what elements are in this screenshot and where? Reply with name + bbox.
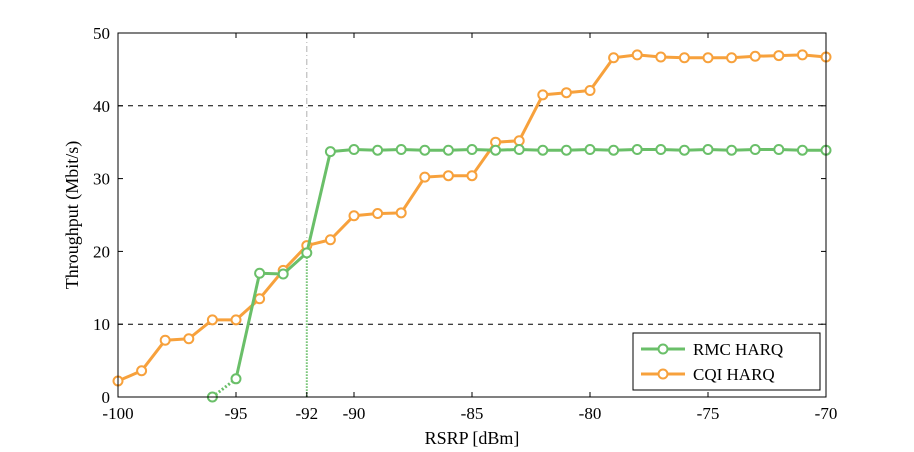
y-tick-label: 40 [93, 97, 110, 116]
data-point [537, 89, 549, 101]
data-point [395, 207, 407, 219]
data-point [136, 365, 148, 377]
data-point [796, 49, 808, 61]
data-point [702, 143, 714, 155]
data-point [348, 210, 360, 222]
data-point [773, 50, 785, 62]
y-tick-label: 50 [93, 24, 110, 43]
y-tick-label: 30 [93, 170, 110, 189]
data-point [655, 143, 667, 155]
legend-box [632, 332, 821, 391]
data-point [749, 50, 761, 62]
data-point [230, 314, 242, 326]
data-point [678, 144, 690, 156]
data-point [442, 170, 454, 182]
data-point [513, 135, 525, 147]
x-tick-label: -100 [102, 404, 133, 423]
data-point [584, 143, 596, 155]
data-point [183, 333, 195, 345]
legend-label: CQI HARQ [693, 365, 775, 384]
y-axis-title: Throughput (Mbit/s) [62, 141, 83, 290]
data-point [348, 143, 360, 155]
y-tick-label: 10 [93, 315, 110, 334]
data-point [631, 143, 643, 155]
legend: RMC HARQ CQI HARQ [632, 332, 821, 391]
x-tick-label: -75 [697, 404, 720, 423]
data-point [655, 51, 667, 63]
data-point [301, 247, 313, 259]
data-point [254, 293, 266, 305]
x-tick-label: -80 [579, 404, 602, 423]
data-point [419, 144, 431, 156]
tick-layer: -100 -95 -92 -90 -85 -80 -75 -70 0 10 20 30 40 50 [93, 24, 837, 423]
series-1 [112, 49, 832, 387]
data-point [490, 144, 502, 156]
data-point [749, 143, 761, 155]
y-tick-label: 20 [93, 242, 110, 261]
data-point [442, 144, 454, 156]
series-0 [206, 143, 832, 403]
data-point [560, 87, 572, 99]
data-point [584, 85, 596, 97]
data-point [678, 52, 690, 64]
data-point [206, 314, 218, 326]
y-tick-label: 0 [102, 388, 111, 407]
x-tick-label: -95 [225, 404, 248, 423]
series-line [117, 53, 827, 383]
legend-swatch-marker [657, 368, 669, 380]
data-point [466, 170, 478, 182]
data-point [277, 268, 289, 280]
x-tick-label: -85 [461, 404, 484, 423]
legend-label: RMC HARQ [693, 340, 783, 359]
x-axis-title: RSRP [dBm] [425, 428, 520, 448]
series-layer [112, 49, 832, 403]
data-point [631, 49, 643, 61]
data-point [254, 267, 266, 279]
legend-swatch-marker [657, 343, 669, 355]
data-point [159, 334, 171, 346]
data-point [702, 52, 714, 64]
data-point [324, 146, 336, 158]
data-point [560, 144, 572, 156]
data-point [726, 144, 738, 156]
x-tick-label: -70 [815, 404, 838, 423]
data-point [372, 144, 384, 156]
data-point [230, 373, 242, 385]
data-point [773, 143, 785, 155]
x-tick-label: -90 [343, 404, 366, 423]
data-point [419, 171, 431, 183]
x-tick-label: -92 [295, 404, 318, 423]
data-point [466, 143, 478, 155]
data-point [726, 52, 738, 64]
data-point [372, 208, 384, 220]
data-point [324, 234, 336, 246]
data-point [608, 52, 620, 64]
data-point [608, 144, 620, 156]
data-point [537, 144, 549, 156]
data-point [513, 143, 525, 155]
grid-layer [118, 105, 826, 325]
data-point [395, 143, 407, 155]
data-point [796, 144, 808, 156]
